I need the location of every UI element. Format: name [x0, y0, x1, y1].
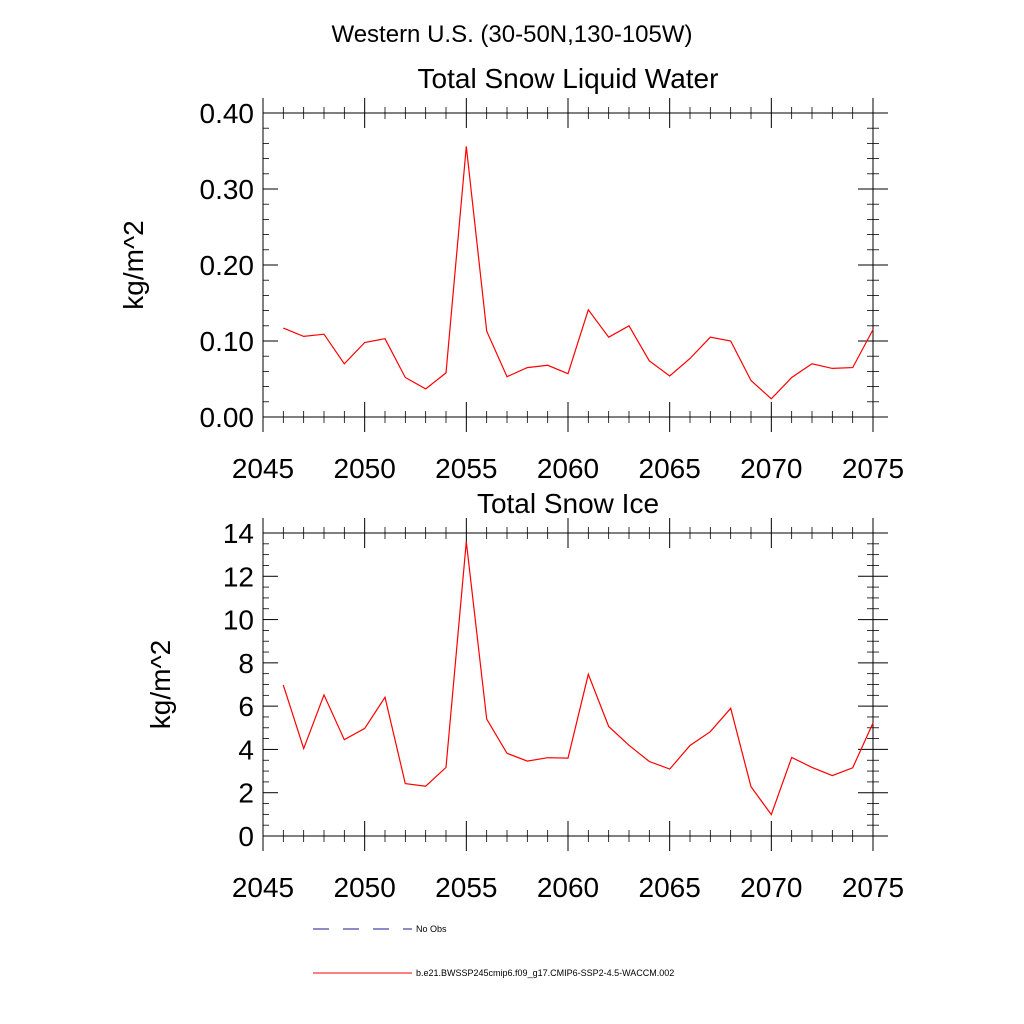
plot-frame	[262, 532, 874, 837]
y-tick-label: 0.20	[200, 250, 255, 281]
x-tick-label: 2065	[639, 453, 701, 484]
chart-title: Total Snow Ice	[477, 488, 659, 519]
y-tick-label: 0.30	[200, 174, 255, 205]
y-tick-label: 4	[238, 734, 254, 765]
y-axis-label: kg/m^2	[118, 220, 149, 309]
x-tick-label: 2060	[537, 872, 599, 903]
x-tick-label: 2045	[232, 872, 294, 903]
legend-label-no-obs: No Obs	[416, 924, 447, 934]
x-tick-label: 2070	[740, 872, 802, 903]
y-tick-label: 0.40	[200, 98, 255, 129]
x-tick-label: 2045	[232, 453, 294, 484]
plot-frame	[262, 112, 874, 418]
figure-title: Western U.S. (30-50N,130-105W)	[331, 21, 692, 48]
x-tick-label: 2075	[842, 453, 904, 484]
x-tick-label: 2055	[435, 453, 497, 484]
y-tick-label: 8	[238, 648, 254, 679]
chart-panel-snow-ice: Total Snow Ice kg/m^2 2045 2050 2055 2060 2065…	[145, 488, 904, 903]
y-tick-label: 6	[238, 691, 254, 722]
x-tick-label: 2050	[334, 453, 396, 484]
y-tick-label: 10	[223, 605, 254, 636]
x-tick-label: 2060	[537, 453, 599, 484]
y-tick-label: 0.10	[200, 326, 255, 357]
y-tick-label: 0.00	[200, 402, 255, 433]
x-tick-label: 2055	[435, 872, 497, 903]
series-line-0	[283, 146, 874, 400]
x-tick-label: 2050	[334, 872, 396, 903]
x-tick-label: 2075	[842, 872, 904, 903]
y-tick-label: 2	[238, 778, 254, 809]
y-tick-label: 0	[238, 821, 254, 852]
y-axis-label: kg/m^2	[145, 640, 176, 729]
legend-label-model: b.e21.BWSSP245cmip6.f09_g17.CMIP6-SSP2-4…	[416, 968, 674, 978]
y-tick-label: 14	[223, 518, 254, 549]
chart-title: Total Snow Liquid Water	[418, 63, 719, 94]
x-tick-label: 2065	[639, 872, 701, 903]
series-line-0	[282, 541, 874, 816]
legend: No Obs b.e21.BWSSP245cmip6.f09_g17.CMIP6…	[313, 924, 674, 978]
x-tick-label: 2070	[740, 453, 802, 484]
chart-panel-snow-liquid-water: Total Snow Liquid Water kg/m^2 2045 2050 205…	[118, 63, 904, 484]
y-tick-label: 12	[223, 561, 254, 592]
